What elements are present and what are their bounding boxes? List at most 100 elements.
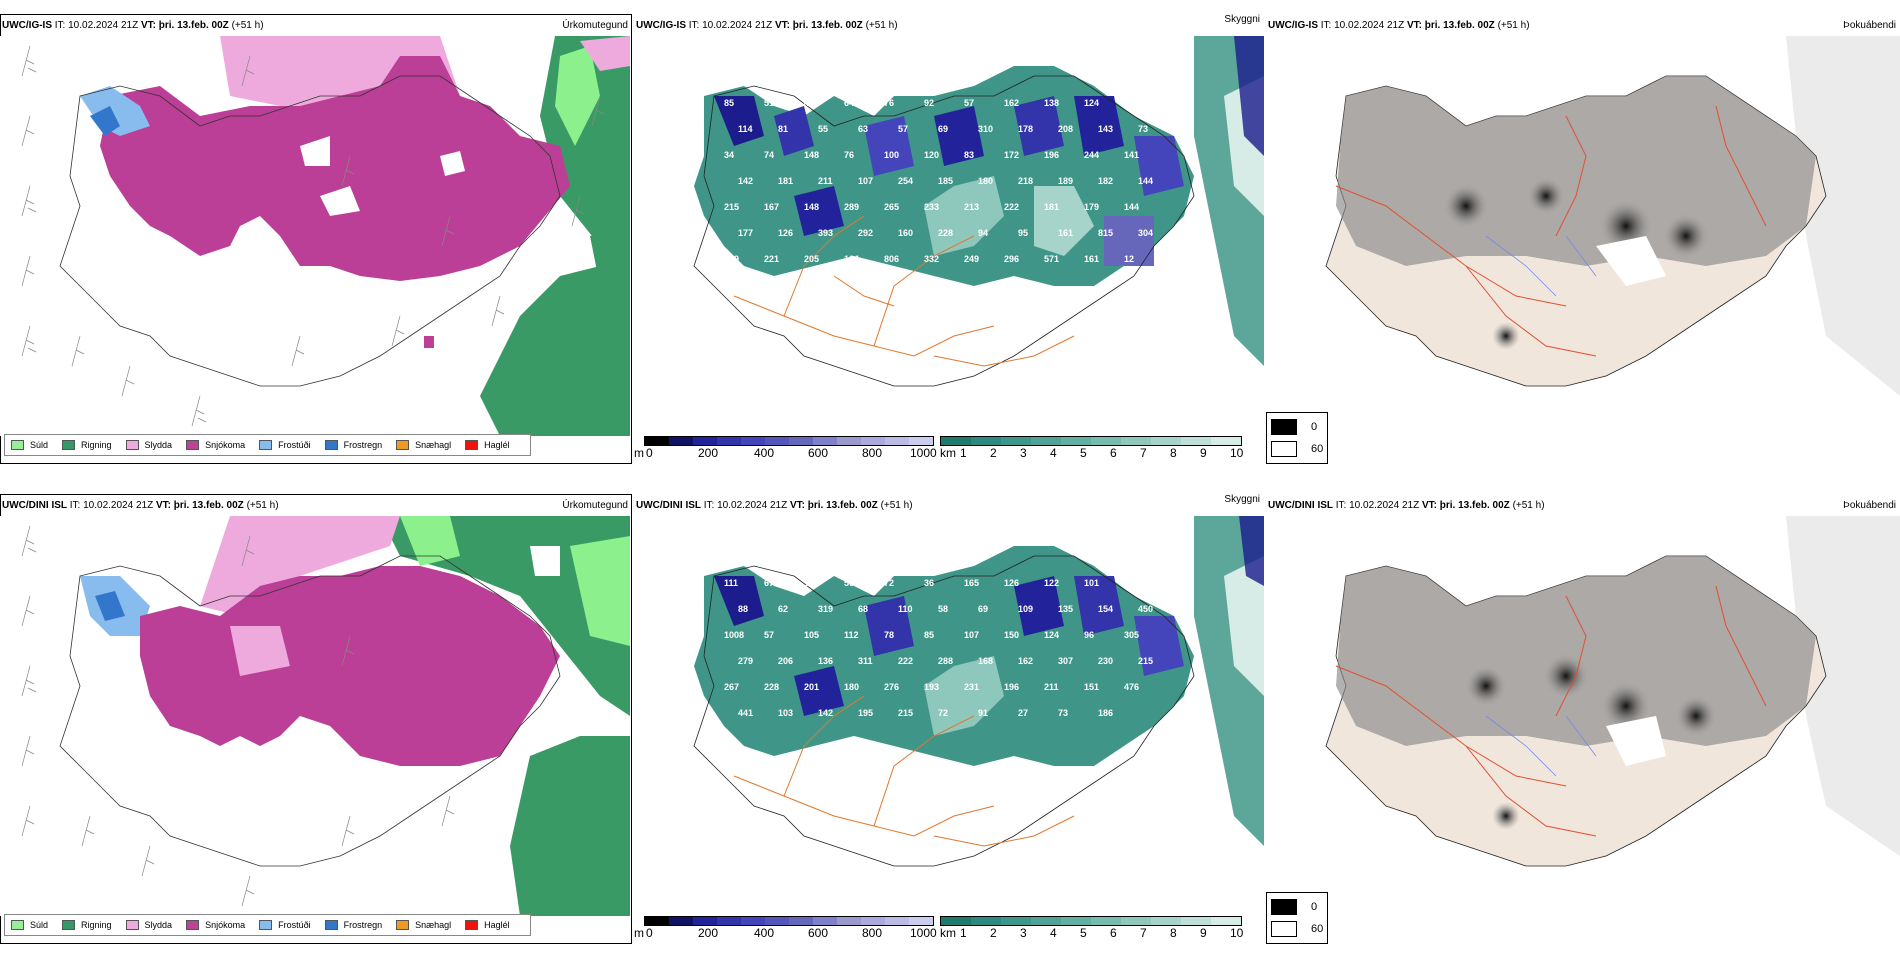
legend-swatch [11, 440, 24, 450]
vt-label: VT: [1421, 500, 1437, 511]
precip-legend: Súld Rigning Slydda Snjókoma Frostúði Fr… [4, 434, 531, 456]
colorbar-tick: 4 [1050, 446, 1057, 460]
colorbar-tick: 1000 [910, 926, 937, 940]
visibility-value-label: 57 [764, 630, 774, 640]
colorbar-segment [1031, 437, 1061, 445]
visibility-map: 111 67 134 56 72 36 165 126 122 101 113 88 62 319 68 11… [634, 516, 1264, 916]
colorbar-segment [669, 917, 693, 925]
fog-legend-swatch [1271, 921, 1297, 937]
visibility-value-label: 12 [1124, 254, 1134, 264]
visibility-value-label: 72 [938, 708, 948, 718]
panel-header: UWC/DINI ISL IT: 10.02.2024 21Z VT: þri.… [636, 494, 1262, 514]
panel-header: UWC/DINI ISL IT: 10.02.2024 21Z VT: þri.… [1268, 500, 1898, 514]
it-label: IT: [688, 20, 700, 31]
visibility-value-label: 172 [1004, 150, 1019, 160]
it-value: 10.02.2024 21Z [717, 500, 788, 511]
colorbar-segment [909, 437, 933, 445]
it-value: 10.02.2024 21Z [68, 20, 139, 31]
colorbar-tick: 600 [808, 446, 829, 460]
model-name: UWC/IG-IS [636, 20, 686, 31]
legend-label: Súld [30, 440, 49, 450]
it-label: IT: [1335, 500, 1347, 511]
visibility-value-label: 151 [1084, 682, 1099, 692]
legend-swatch [186, 920, 200, 930]
visibility-value-label: 806 [884, 254, 899, 264]
visibility-value-label: 292 [858, 228, 873, 238]
visibility-value-label: 141 [1124, 150, 1139, 160]
fog-legend-swatch [1271, 419, 1297, 435]
vt-label: VT: [155, 500, 171, 511]
vt-value: þri. 13.feb. 00Z [158, 20, 229, 31]
visibility-value-label: 96 [1084, 630, 1094, 640]
visibility-value-label: 109 [1018, 604, 1033, 614]
colorbar-unit: km [940, 926, 956, 940]
fog-panel: UWC/IG-IS IT: 10.02.2024 21Z VT: þri. 13… [1266, 14, 1900, 464]
visibility-value-label: 205 [804, 254, 819, 264]
legend-label: Haglél [484, 440, 510, 450]
visibility-value-label: 162 [1018, 656, 1033, 666]
colorbar-segment [1061, 917, 1091, 925]
colorbar-unit: m [634, 446, 644, 460]
legend-label: Rigning [81, 920, 112, 930]
param-name: Skyggni [1224, 494, 1260, 505]
model-name: UWC/DINI ISL [2, 500, 67, 511]
visibility-value-label: 167 [764, 202, 779, 212]
visibility-value-label: 107 [858, 176, 873, 186]
visibility-value-label: 215 [1138, 656, 1153, 666]
visibility-value-label: 189 [1058, 176, 1073, 186]
legend-swatch [186, 440, 200, 450]
legend-item: Snjókoma [186, 920, 245, 930]
panel-header: UWC/DINI ISL IT: 10.02.2024 21Z VT: þri.… [2, 500, 630, 514]
legend-label: Rigning [81, 440, 112, 450]
visibility-value-label: 73 [1138, 124, 1148, 134]
visibility-value-label: 67 [764, 578, 774, 588]
visibility-value-label: 101 [1084, 578, 1099, 588]
visibility-value-label: 49 [804, 98, 814, 108]
model-name: UWC/IG-IS [2, 20, 52, 31]
legend-label: Frostregn [343, 440, 383, 450]
visibility-value-label: 74 [764, 150, 774, 160]
fog-legend-label: 0 [1311, 901, 1318, 913]
colorbar-segment [1211, 437, 1241, 445]
colorbar-segment [971, 917, 1001, 925]
colorbar-tick: 4 [1050, 926, 1057, 940]
colorbar-tick: 0 [646, 926, 653, 940]
fog-legend-label: 60 [1311, 923, 1324, 935]
legend-swatch [396, 440, 410, 450]
visibility-value-label: 215 [724, 202, 739, 212]
visibility-value-label: 142 [818, 708, 833, 718]
colorbar-segment [837, 437, 861, 445]
visibility-value-label: 143 [1098, 124, 1113, 134]
visibility-value-label: 91 [978, 708, 988, 718]
visibility-value-label: 186 [1098, 708, 1113, 718]
legend-label: Snæhagl [415, 920, 452, 930]
visibility-value-label: 215 [898, 708, 913, 718]
colorbar-segment [1091, 917, 1121, 925]
legend-label: Snjókoma [205, 440, 246, 450]
colorbar-tick: 1 [960, 926, 967, 940]
panel-header: UWC/IG-IS IT: 10.02.2024 21Z VT: þri. 13… [2, 20, 630, 34]
visibility-value-label: 69 [938, 124, 948, 134]
visibility-value-label: 233 [924, 202, 939, 212]
visibility-value-label: 144 [1124, 202, 1139, 212]
precip-legend: Súld Rigning Slydda Snjókoma Frostúði Fr… [4, 914, 531, 936]
visibility-value-label: 160 [898, 228, 913, 238]
colorbar-tick: 400 [754, 926, 775, 940]
legend-label: Snæhagl [415, 440, 452, 450]
legend-label: Frostúði [278, 920, 311, 930]
it-label: IT: [54, 20, 66, 31]
vt-value: þri. 13.feb. 00Z [173, 500, 244, 511]
visibility-value-label: 68 [858, 604, 868, 614]
colorbar-tick: 3 [1020, 446, 1027, 460]
visibility-value-label: 265 [884, 202, 899, 212]
visibility-value-label: 289 [844, 202, 859, 212]
colorbar-tick: 2 [990, 926, 997, 940]
legend-item: Slydda [125, 920, 172, 930]
visibility-value-label: 310 [978, 124, 993, 134]
colorbar-segment [1001, 917, 1031, 925]
colorbar-segment [1091, 437, 1121, 445]
vt-label: VT: [140, 20, 156, 31]
visibility-value-label: 120 [924, 150, 939, 160]
colorbar-segment [813, 917, 837, 925]
forecast-row-1: UWC/DINI ISL IT: 10.02.2024 21Z VT: þri.… [0, 494, 1900, 964]
